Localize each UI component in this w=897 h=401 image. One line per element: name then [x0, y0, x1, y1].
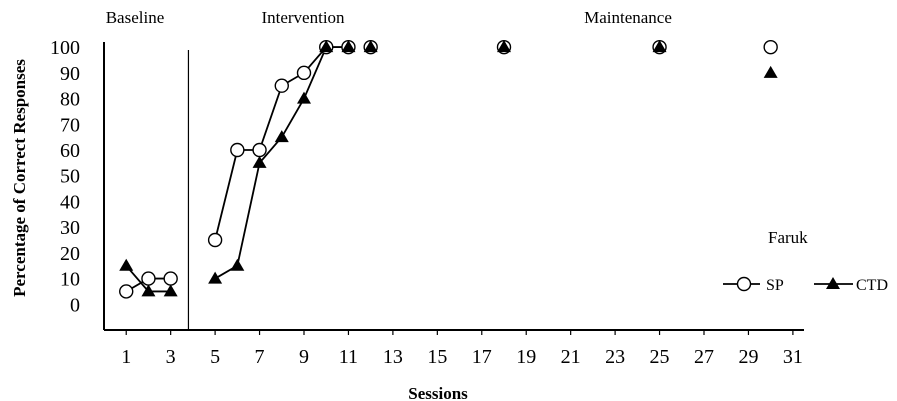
- y-tick-label: 70: [60, 114, 80, 136]
- series-layer: [119, 39, 778, 299]
- legend-sp-marker: [736, 276, 752, 292]
- legend-ctd-label: CTD: [856, 277, 888, 294]
- y-axis-title: Percentage of Correct Responses: [10, 59, 29, 297]
- ctd-point: [208, 271, 223, 284]
- x-tick-label: 19: [516, 346, 536, 368]
- sp-point: [141, 271, 156, 286]
- participant-label: Faruk: [768, 228, 808, 247]
- x-tick-label: 27: [694, 346, 714, 368]
- sp-point: [763, 39, 778, 55]
- x-tick-label: 13: [383, 346, 403, 368]
- y-tick-label: 60: [60, 140, 80, 162]
- ctd-point: [341, 40, 356, 53]
- y-tick-label: 30: [60, 217, 80, 239]
- phase-label: Intervention: [261, 8, 345, 27]
- x-tick-label: 9: [299, 346, 309, 368]
- y-tick-label: 100: [50, 37, 80, 59]
- phase-label: Maintenance: [584, 8, 672, 27]
- ctd-point: [763, 65, 778, 78]
- ctd-point: [363, 40, 378, 53]
- ctd-point: [319, 40, 334, 53]
- sp-point: [207, 232, 223, 248]
- sp-point: [163, 271, 178, 286]
- legend-sp-label: SP: [766, 277, 784, 294]
- sp-point: [119, 284, 134, 299]
- ctd-point: [274, 130, 289, 143]
- ctd-point: [297, 91, 311, 104]
- ctd-point: [497, 40, 511, 53]
- y-tick-label: 90: [60, 63, 80, 85]
- x-tick-label: 3: [166, 346, 176, 368]
- phase-label: Baseline: [106, 8, 165, 27]
- ctd-point: [652, 40, 667, 53]
- legend-ctd-marker: [826, 277, 840, 289]
- y-tick-label: 40: [60, 191, 80, 213]
- x-tick-label: 7: [255, 346, 265, 368]
- y-tick-label: 50: [60, 166, 80, 188]
- sp-point: [252, 142, 267, 158]
- ctd-point: [252, 155, 267, 168]
- ctd-point: [163, 284, 178, 297]
- x-tick-label: 15: [427, 346, 447, 368]
- x-tick-label: 21: [561, 346, 581, 368]
- y-tick-label: 20: [60, 243, 80, 265]
- ctd-point: [141, 284, 156, 297]
- x-tick-label: 23: [605, 346, 625, 368]
- x-tick-label: 31: [783, 346, 803, 368]
- sp-point: [296, 65, 312, 81]
- x-tick-label: 17: [472, 346, 492, 368]
- x-tick-label: 1: [121, 346, 131, 368]
- y-tick-labels: 0 10 20 30 40 50 60 70 80 90 100: [50, 37, 80, 316]
- x-tick-label: 29: [738, 346, 758, 368]
- ctd-point: [230, 258, 245, 271]
- x-tick-label: 5: [210, 346, 220, 368]
- ctd-point: [119, 258, 134, 271]
- legend: Faruk SP CTD: [723, 228, 888, 294]
- x-tick-label: 11: [339, 346, 358, 368]
- y-tick-label: 80: [60, 89, 80, 111]
- y-tick-label: 0: [70, 294, 80, 316]
- axes: [103, 42, 804, 331]
- sp-point: [274, 78, 289, 93]
- sp-point: [230, 142, 245, 158]
- y-tick-label: 10: [60, 269, 80, 291]
- x-axis-title: Sessions: [408, 384, 468, 401]
- x-tick-labels: 1 3 5 7 9 11 13 15 17 19 21 23 25 27 29 31: [121, 330, 803, 368]
- phase-labels: Baseline Intervention Maintenance: [106, 8, 672, 27]
- x-tick-label: 25: [650, 346, 670, 368]
